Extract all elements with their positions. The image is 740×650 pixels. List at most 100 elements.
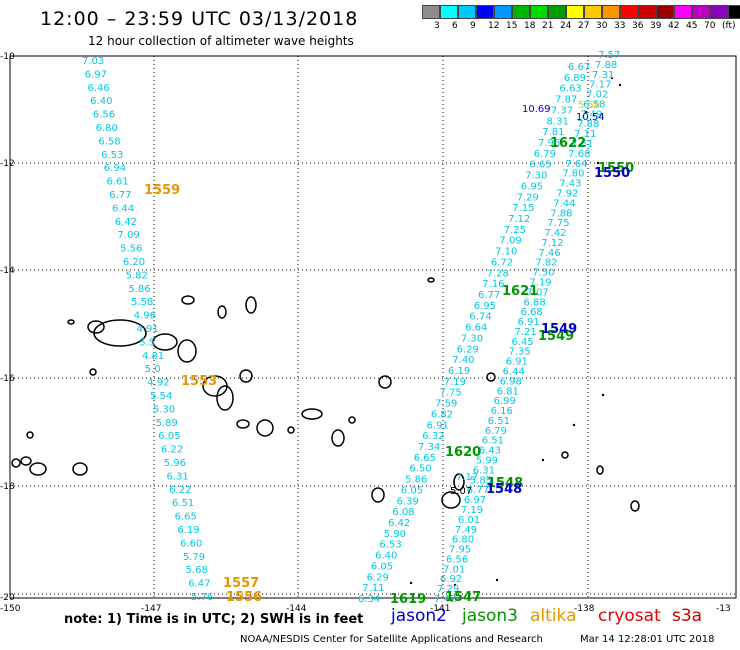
wave-height-value: 6.05 (401, 485, 423, 496)
credit-line: NOAA/NESDIS Center for Satellite Applica… (240, 634, 543, 645)
wave-height-value: 7.11 (574, 129, 596, 140)
island-outlines (11, 76, 640, 587)
small-island-dot (596, 161, 600, 165)
wave-height-value: 4.96 (134, 311, 156, 322)
wave-height-value: 6.80 (96, 123, 118, 134)
wave-height-value: 4.92 (147, 378, 169, 389)
map-frame (9, 55, 737, 599)
wave-height-value: 7.30 (525, 171, 547, 182)
island-outline (89, 368, 97, 376)
scale-swatch (674, 5, 692, 19)
wave-height-value: 7.09 (117, 230, 139, 241)
wave-height-value: 5.86 (128, 284, 150, 295)
wave-height-value: 6.91 (506, 357, 528, 368)
wave-height-value: 5.07 (450, 486, 472, 497)
island-outline (301, 408, 323, 420)
scale-swatch (602, 5, 620, 19)
wave-height-value: 7.42 (434, 594, 456, 605)
scale-swatch (440, 5, 458, 19)
scale-swatch (620, 5, 638, 19)
wave-height-value: 6.61 (107, 177, 129, 188)
wave-height-value: 6.51 (488, 416, 510, 427)
wave-height-value: 7.64 (565, 159, 587, 170)
wave-height-value: 6.77 (478, 290, 500, 301)
wave-height-value: 7.87 (555, 95, 577, 106)
wave-height-value: 5.82 (126, 270, 148, 281)
wave-height-value: 7.16 (482, 279, 504, 290)
wave-height-value: 5.68 (186, 565, 208, 576)
wave-height-value: 6.58 (98, 136, 120, 147)
scale-label: 12 (488, 21, 500, 31)
wave-height-value: 7.44 (553, 198, 575, 209)
scale-label: 70 (704, 21, 716, 31)
scale-swatch (710, 5, 728, 19)
wave-height-value: 7.28 (487, 268, 509, 279)
y-tick-label: -20 (0, 593, 15, 603)
wave-height-value: 6.97 (464, 495, 486, 506)
wave-height-value: 6.91 (427, 420, 449, 431)
wave-height-value: 7.29 (437, 584, 459, 595)
wave-height-value: 6.91 (517, 317, 539, 328)
wave-height-value: 5.90 (384, 529, 406, 540)
wave-height-value: 7.88 (577, 119, 599, 130)
scale-swatch (458, 5, 476, 19)
wave-height-value: 6.42 (388, 518, 410, 529)
x-tick-label: -138 (574, 604, 595, 614)
wave-height-value: 6.44 (112, 203, 134, 214)
y-tick-label: -16 (0, 374, 15, 384)
wave-height-value: 6.47 (188, 579, 210, 590)
scale-label: 9 (470, 21, 476, 31)
wave-height-value: 5.5 (139, 337, 155, 348)
wave-height-value: 4.91 (137, 324, 159, 335)
color-scale-legend: 3 6 9 12 15 18 21 24 27 30 33 36 39 42 45 70 (ft) (422, 5, 740, 33)
scale-swatch (422, 5, 440, 19)
wave-height-value: 7.12 (541, 238, 563, 249)
wave-height-value: 7.46 (538, 248, 560, 259)
scale-label: 21 (542, 21, 554, 31)
island-outline (20, 456, 32, 466)
wave-height-value: 7.31 (592, 70, 614, 81)
wave-height-value: 5.96 (164, 458, 186, 469)
wave-height-value: 7.88 (550, 208, 572, 219)
scale-label: 45 (686, 21, 698, 31)
wave-height-value: 5.86 (405, 475, 427, 486)
wave-height-value: 7.19 (461, 505, 483, 516)
wave-height-value: 7.49 (580, 109, 602, 120)
pass-time-label: 1550 (598, 161, 634, 176)
wave-height-value: 6.58 (583, 99, 605, 110)
wave-height-value: 7.40 (452, 355, 474, 366)
wave-height-value: 6.88 (523, 297, 545, 308)
wave-height-value: 5.85 (470, 475, 492, 486)
island-outline (87, 320, 105, 334)
wave-height-value: 7.82 (535, 258, 557, 269)
wave-height-value: 7.34 (418, 442, 440, 453)
wave-height-value: 7.25 (504, 225, 526, 236)
wave-height-value: 6.05 (371, 561, 393, 572)
wave-height-value: 6.65 (175, 512, 197, 523)
wave-height-value: 6.81 (497, 386, 519, 397)
satellite-tracks: 7.03 6.97 6.46 6.40 6.56 6.80 6.58 6.53 6.94 6.61… (82, 50, 620, 605)
x-tick-label: -141 (430, 604, 450, 614)
x-tick-label: -150 (0, 604, 21, 614)
wave-height-value: 7.57 (598, 50, 620, 61)
wave-height-value: 6.51 (482, 436, 504, 447)
legend-entry-cryosat: cryosat (598, 606, 661, 626)
island-outline (152, 333, 178, 351)
wave-height-value: 6.99 (494, 396, 516, 407)
island-outline (348, 416, 356, 424)
island-outline (217, 305, 227, 319)
axis-ticks: -150 -147 -144 -141 -138 -13 -10 -12 -14 -16 -18 -2… (0, 52, 731, 614)
wave-height-value: 6.08 (392, 507, 414, 518)
small-island-dot (584, 110, 588, 114)
x-tick-label: -144 (286, 604, 307, 614)
y-tick-label: -18 (0, 482, 15, 492)
wave-height-value: 7.59 (435, 399, 457, 410)
wave-height-value: 6.40 (90, 96, 112, 107)
wave-height-value: 7.43 (559, 179, 581, 190)
wave-height-value: 7.42 (544, 228, 566, 239)
scale-label: 24 (560, 21, 572, 31)
wave-height-value: 7.29 (517, 192, 539, 203)
scale-swatch (512, 5, 530, 19)
wave-height-value: 7.81 (542, 127, 564, 138)
